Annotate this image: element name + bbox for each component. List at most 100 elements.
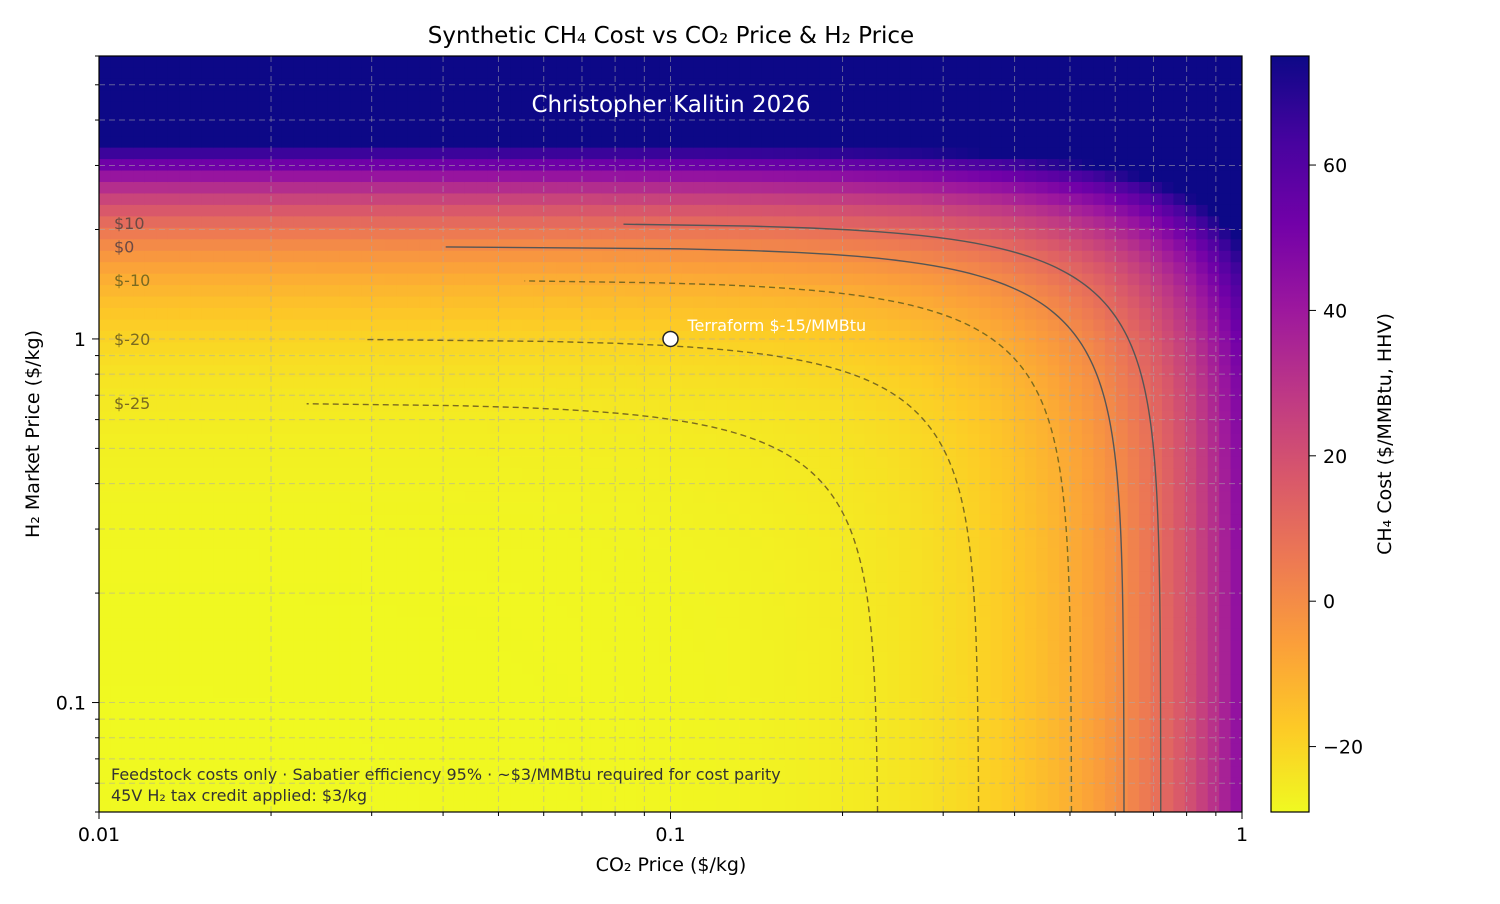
heatmap-cell — [842, 629, 854, 641]
heatmap-cell — [419, 56, 431, 68]
heatmap-cell — [899, 102, 911, 114]
heatmap-cell — [179, 503, 191, 515]
heatmap-cell — [99, 640, 111, 652]
heatmap-cell — [568, 686, 580, 698]
heatmap-cell — [168, 319, 180, 331]
heatmap-cell — [808, 148, 820, 160]
heatmap-cell — [648, 193, 660, 205]
heatmap-cell — [785, 606, 797, 618]
heatmap-cell — [911, 423, 923, 435]
heatmap-cell — [739, 686, 751, 698]
heatmap-cell — [510, 663, 522, 675]
heatmap-cell — [499, 285, 511, 297]
heatmap-cell — [808, 571, 820, 583]
heatmap-cell — [293, 319, 305, 331]
heatmap-cell — [888, 606, 900, 618]
heatmap-cell — [305, 205, 317, 217]
heatmap-cell — [705, 423, 717, 435]
heatmap-cell — [236, 319, 248, 331]
heatmap-cell — [739, 720, 751, 732]
heatmap-cell — [316, 342, 328, 354]
heatmap-cell — [385, 274, 397, 286]
heatmap-cell — [453, 789, 465, 801]
heatmap-cell — [99, 801, 111, 813]
heatmap-cell — [716, 491, 728, 503]
heatmap-cell — [716, 743, 728, 755]
heatmap-cell — [636, 365, 648, 377]
heatmap-cell — [842, 720, 854, 732]
heatmap-cell — [236, 503, 248, 515]
heatmap-cell — [865, 434, 877, 446]
heatmap-cell — [602, 514, 614, 526]
heatmap-cell — [408, 67, 420, 79]
heatmap-cell — [751, 514, 763, 526]
heatmap-cell — [442, 526, 454, 538]
heatmap-cell — [99, 789, 111, 801]
heatmap-cell — [202, 457, 214, 469]
heatmap-cell — [385, 617, 397, 629]
heatmap-cell — [853, 377, 865, 389]
heatmap-cell — [590, 319, 602, 331]
heatmap-cell — [671, 789, 683, 801]
heatmap-cell — [956, 171, 968, 183]
heatmap-cell — [648, 365, 660, 377]
heatmap-cell — [911, 755, 923, 767]
heatmap-cell — [648, 400, 660, 412]
heatmap-cell — [556, 377, 568, 389]
heatmap-cell — [122, 503, 134, 515]
heatmap-cell — [133, 457, 145, 469]
heatmap-cell — [305, 514, 317, 526]
heatmap-cell — [808, 686, 820, 698]
heatmap-cell — [190, 686, 202, 698]
heatmap-cell — [888, 423, 900, 435]
heatmap-cell — [625, 445, 637, 457]
heatmap-cell — [911, 491, 923, 503]
heatmap-cell — [499, 526, 511, 538]
heatmap-cell — [705, 56, 717, 68]
heatmap-cell — [465, 239, 477, 251]
heatmap-cell — [796, 239, 808, 251]
heatmap-cell — [728, 457, 740, 469]
heatmap-cell — [716, 125, 728, 137]
heatmap-cell — [671, 136, 683, 148]
heatmap-cell — [899, 411, 911, 423]
heatmap-cell — [465, 148, 477, 160]
heatmap-cell — [522, 640, 534, 652]
heatmap-cell — [213, 319, 225, 331]
heatmap-cell — [876, 663, 888, 675]
heatmap-cell — [579, 640, 591, 652]
heatmap-cell — [865, 663, 877, 675]
heatmap-cell — [796, 182, 808, 194]
heatmap-cell — [133, 617, 145, 629]
heatmap-cell — [865, 136, 877, 148]
heatmap-cell — [728, 663, 740, 675]
heatmap-cell — [876, 411, 888, 423]
heatmap-cell — [419, 239, 431, 251]
heatmap-cell — [785, 274, 797, 286]
heatmap-cell — [305, 629, 317, 641]
heatmap-cell — [682, 652, 694, 664]
heatmap-cell — [385, 686, 397, 698]
heatmap-cell — [956, 113, 968, 125]
heatmap-cell — [270, 617, 282, 629]
heatmap-cell — [328, 331, 340, 343]
heatmap-cell — [716, 434, 728, 446]
heatmap-cell — [842, 468, 854, 480]
heatmap-cell — [122, 526, 134, 538]
heatmap-cell — [145, 549, 157, 561]
heatmap-cell — [510, 216, 522, 228]
heatmap-cell — [396, 629, 408, 641]
heatmap-cell — [739, 377, 751, 389]
heatmap-cell — [899, 285, 911, 297]
heatmap-cell — [430, 514, 442, 526]
heatmap-cell — [590, 400, 602, 412]
heatmap-cell — [499, 411, 511, 423]
heatmap-cell — [179, 377, 191, 389]
heatmap-cell — [922, 766, 934, 778]
heatmap-cell — [339, 90, 351, 102]
heatmap-cell — [419, 697, 431, 709]
heatmap-cell — [476, 308, 488, 320]
heatmap-cell — [728, 697, 740, 709]
heatmap-cell — [808, 720, 820, 732]
heatmap-cell — [659, 56, 671, 68]
